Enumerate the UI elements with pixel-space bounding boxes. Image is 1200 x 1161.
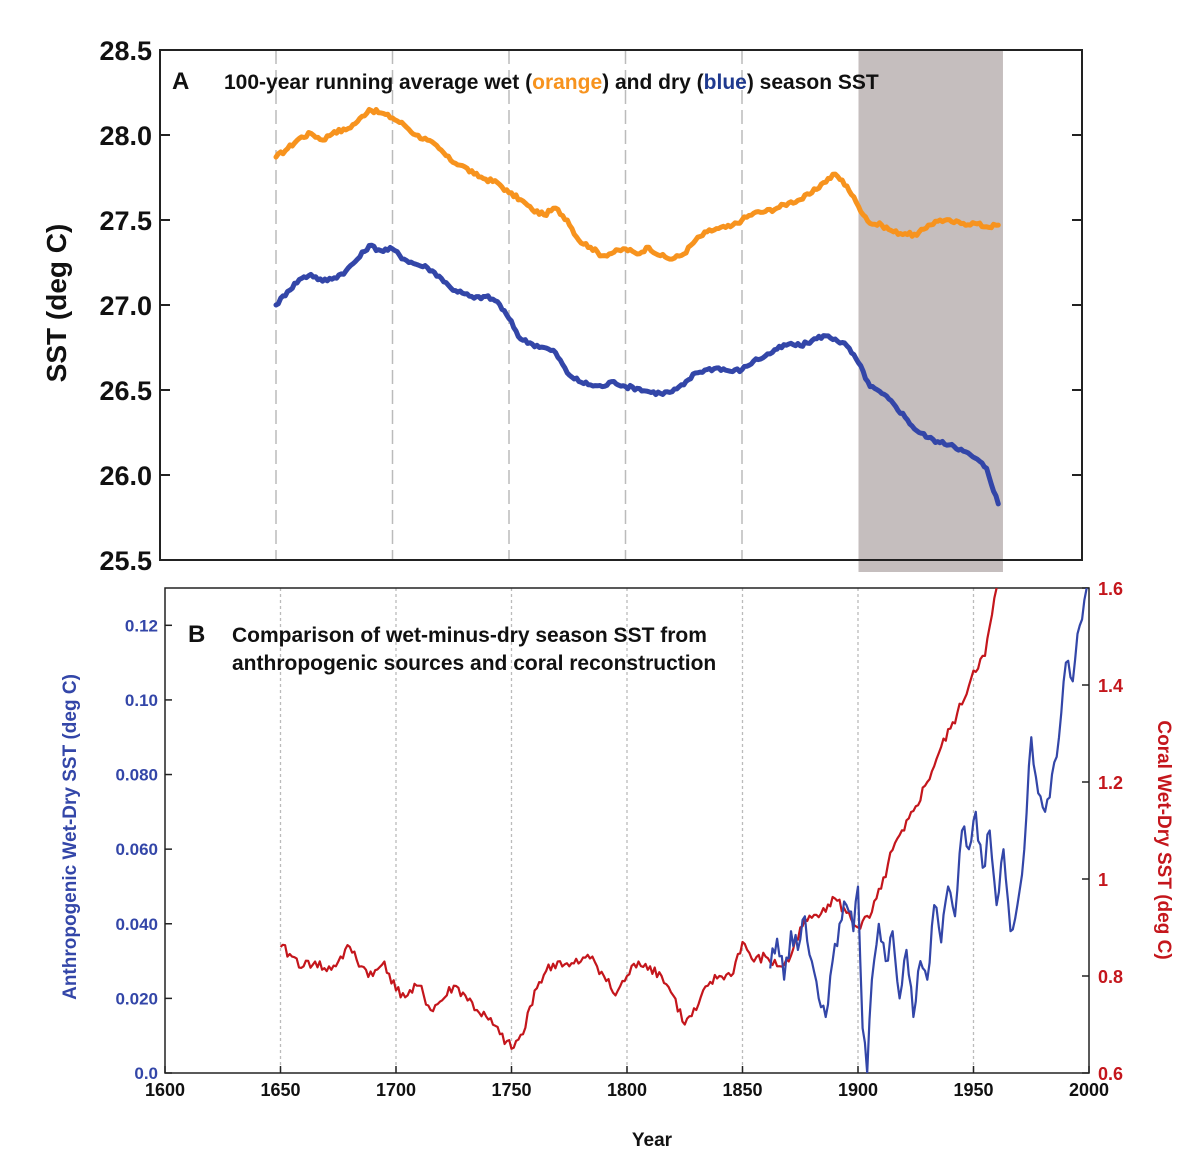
panel-b-ytick-left-label: 0.060 [115,840,158,859]
panel-b-xlabel: Year [632,1130,673,1151]
panel-b-xtick-label: 1650 [260,1080,300,1100]
panel-a-title-part-2: ) and dry ( [602,71,704,94]
panel-b-ytick-left-label: 0.10 [125,691,158,710]
panel-a-ytick-label: 27.5 [99,206,152,236]
panel-a-title-blue: blue [704,71,747,94]
panel-b-series-blue [769,588,1088,1073]
panel-a-series-orange [273,107,1001,262]
panel-a-ytick-label: 26.0 [99,461,152,491]
panel-b-ytick-left-label: 0.020 [115,989,158,1008]
panel-a-title-orange: orange [532,71,602,94]
panel-b-ytick-right-label: 1.4 [1098,676,1123,696]
panel-b-xtick-label: 1950 [953,1080,993,1100]
panel-b-ytick-right-label: 1.6 [1098,579,1123,599]
shaded-region [858,50,1003,572]
panel-b-letter: B [188,621,205,648]
panel-a-series [273,107,1001,507]
panel-b-ytick-left-label: 0.080 [115,766,158,785]
panel-a-letter: A [172,68,189,95]
panel-b-xtick-label: 1850 [722,1080,762,1100]
panel-b-ylabel-left: Anthropogenic Wet-Dry SST (deg C) [60,674,81,1000]
panel-b-ytick-left-label: 0.0 [134,1064,158,1083]
panel-a-title: 100-year running average wet (orange) an… [224,71,879,94]
panel-a-title-part-3: ) season SST [747,71,879,94]
panel-a-ytick-label: 28.0 [99,121,152,151]
panel-b-xtick-label: 1750 [491,1080,531,1100]
panel-b-ytick-left-label: 0.12 [125,616,158,635]
panel-a-ytick-label: 26.5 [99,376,152,406]
panel-a-ytick-label: 25.5 [99,546,152,576]
panel-a-ylabel: SST (deg C) [41,224,72,383]
panel-b-series [279,588,1088,1073]
panel-a-series-blue [273,242,1001,507]
panel-a-ytick-label: 28.5 [99,36,152,66]
panel-b: 1600 1650 1700 1750 1800 1850 1900 1950 2000 0.0 0… [60,579,1174,1151]
panel-b-ytick-right-label: 1.2 [1098,773,1123,793]
panel-a-title-part-1: 100-year running average wet ( [224,71,532,94]
panel-b-ytick-right-label: 0.6 [1098,1064,1123,1084]
panel-b-xtick-label: 1600 [145,1080,185,1100]
panel-b-title-line-2: anthropogenic sources and coral reconstr… [232,652,716,675]
panel-b-ytick-left-label: 0.040 [115,915,158,934]
panel-b-title-line-1: Comparison of wet-minus-dry season SST f… [232,624,707,647]
panel-b-series-red [279,588,998,1050]
panel-b-xtick-label: 1800 [607,1080,647,1100]
panel-b-ylabel-right: Coral Wet-Dry SST (deg C) [1153,720,1174,959]
panel-b-ytick-right-label: 0.8 [1098,967,1123,987]
panel-a-gridlines [275,50,743,560]
panel-a: 25.5 26.0 26.5 27.0 27.5 28.0 28.5 SST (deg C)… [41,36,1083,576]
panel-b-xtick-label: 1900 [838,1080,878,1100]
panel-b-ticks: 1600 1650 1700 1750 1800 1850 1900 1950 2000 0.0 0… [115,579,1123,1100]
panel-b-xtick-label: 2000 [1069,1080,1109,1100]
panel-b-ytick-right-label: 1 [1098,870,1108,890]
panel-a-ticks: 25.5 26.0 26.5 27.0 27.5 28.0 28.5 [99,36,1082,576]
panel-a-ytick-label: 27.0 [99,291,152,321]
panel-b-xtick-label: 1700 [376,1080,416,1100]
